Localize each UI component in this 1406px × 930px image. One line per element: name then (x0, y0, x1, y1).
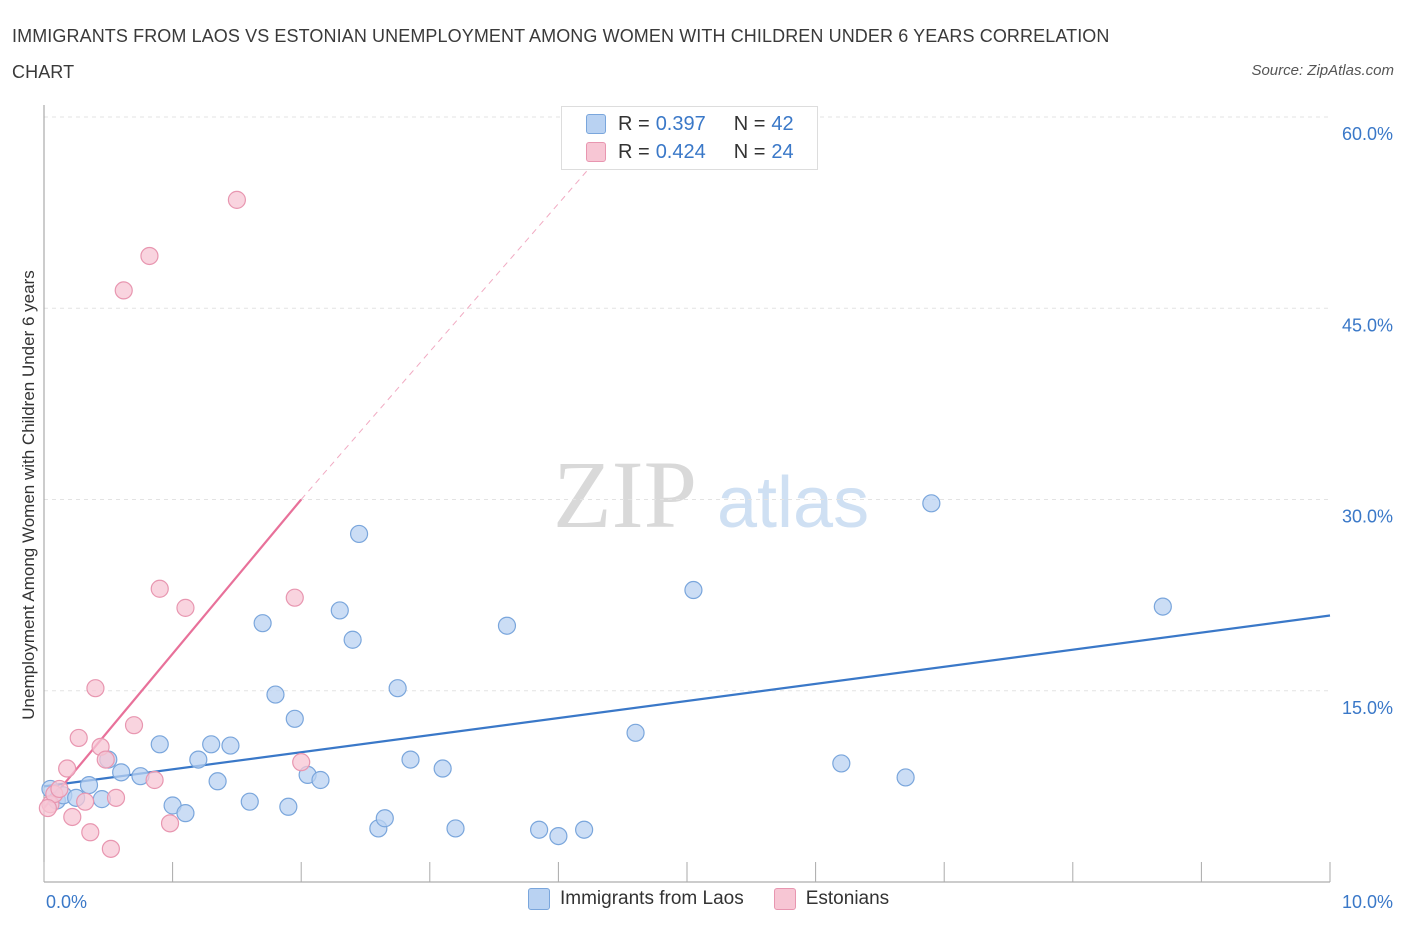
estonian-point-19 (176, 598, 195, 617)
estonian-point-11 (101, 839, 120, 858)
source-label: Source: ZipAtlas.com (1251, 62, 1394, 79)
laos-point-6 (112, 763, 131, 782)
laos-point-31 (446, 819, 465, 838)
y-tick-labels: 15.0% 30.0% 45.0% 60.0% (1342, 124, 1393, 718)
x-tick-label-max: 10.0% (1342, 892, 1393, 912)
estonian-point-3 (58, 759, 77, 778)
laos-point-40 (922, 494, 941, 513)
estonian-point-5 (69, 728, 88, 748)
laos-point-32 (497, 616, 517, 635)
estonian-point-15 (140, 246, 159, 266)
y-axis-label: Unemployment Among Women with Children U… (19, 270, 38, 719)
y-tick-label-3: 60.0% (1342, 124, 1393, 144)
estonian-point-4 (63, 807, 82, 827)
y-tick-label-1: 30.0% (1342, 507, 1393, 527)
data-points (38, 190, 1172, 858)
trendlines (43, 129, 1331, 809)
laos-point-13 (202, 735, 221, 754)
estonian-point-18 (160, 814, 180, 833)
estonians-swatch (586, 142, 606, 162)
trendline-laos-0 (43, 614, 1331, 788)
legend-item-estonians: Estonians (773, 888, 890, 910)
trendline-estonians-2 (300, 129, 624, 500)
laos-point-23 (330, 601, 349, 620)
series-legend: Immigrants from Laos Estonians (528, 888, 919, 910)
x-tick-labels: 0.0% 10.0% (46, 892, 1393, 912)
y-tick-label-0: 15.0% (1342, 698, 1393, 718)
laos-point-33 (530, 820, 549, 839)
laos-point-39 (896, 768, 915, 787)
legend-row-estonians: R = 0.424 N = 24 (586, 138, 794, 166)
laos-point-28 (388, 679, 407, 698)
laos-point-34 (549, 826, 568, 846)
laos-swatch (586, 114, 606, 134)
laos-point-17 (253, 614, 272, 633)
laos-r-value: 0.397 (655, 112, 706, 135)
estonian-point-21 (285, 588, 304, 607)
estonian-point-13 (114, 281, 133, 300)
laos-n-label: N = (733, 112, 766, 135)
laos-point-12 (189, 750, 208, 769)
laos-point-11 (176, 804, 195, 823)
x-ticks (43, 862, 1331, 882)
watermark-zip: ZIP (553, 441, 697, 548)
estonians-legend-label: Estonians (805, 888, 890, 909)
laos-point-29 (401, 750, 420, 769)
laos-point-37 (684, 580, 703, 600)
laos-point-16 (240, 792, 259, 811)
laos-point-27 (375, 809, 394, 828)
estonian-point-22 (292, 753, 311, 772)
correlation-legend: R = 0.397 N = 42 R = 0.424 N = 24 (561, 106, 818, 170)
laos-point-14 (208, 772, 227, 791)
watermark-atlas: atlas (717, 463, 869, 543)
legend-item-laos: Immigrants from Laos (528, 888, 744, 910)
trendline-estonians-1 (43, 498, 303, 809)
laos-point-24 (343, 630, 362, 649)
laos-point-9 (150, 735, 169, 754)
estonian-point-10 (96, 750, 115, 769)
laos-point-30 (433, 759, 452, 778)
estonian-point-14 (124, 716, 144, 735)
estonian-point-20 (227, 190, 246, 209)
estonians-n-value: 24 (771, 140, 794, 163)
x-tick-label-min: 0.0% (46, 892, 87, 912)
watermark: ZIP atlas (553, 441, 869, 548)
laos-r-label: R = (618, 112, 650, 135)
laos-point-35 (575, 820, 594, 839)
laos-point-36 (626, 723, 645, 742)
estonians-legend-swatch (773, 888, 796, 910)
y-tick-label-2: 45.0% (1342, 315, 1393, 335)
laos-point-19 (279, 797, 298, 816)
estonian-point-2 (50, 779, 69, 799)
estonians-r-label: R = (618, 140, 650, 163)
laos-point-20 (285, 709, 304, 728)
laos-point-25 (349, 524, 369, 544)
laos-legend-label: Immigrants from Laos (560, 888, 744, 909)
estonians-n-label: N = (733, 140, 766, 163)
estonian-point-6 (76, 792, 95, 811)
laos-point-38 (832, 754, 851, 773)
estonian-point-17 (150, 579, 169, 598)
laos-legend-swatch (528, 888, 550, 910)
estonians-r-value: 0.424 (655, 140, 706, 163)
laos-point-18 (266, 685, 285, 704)
estonian-point-16 (145, 770, 164, 790)
estonian-point-7 (81, 823, 100, 842)
laos-point-15 (221, 736, 240, 755)
legend-row-laos: R = 0.397 N = 42 (586, 110, 794, 138)
laos-point-5 (79, 775, 99, 795)
estonian-point-23 (38, 798, 57, 818)
laos-point-41 (1153, 597, 1172, 616)
estonian-point-12 (106, 788, 126, 807)
laos-point-22 (311, 770, 330, 790)
laos-n-value: 42 (771, 112, 794, 135)
estonian-point-8 (86, 679, 105, 698)
chart-title: IMMIGRANTS FROM LAOS VS ESTONIAN UNEMPLO… (12, 26, 1110, 82)
